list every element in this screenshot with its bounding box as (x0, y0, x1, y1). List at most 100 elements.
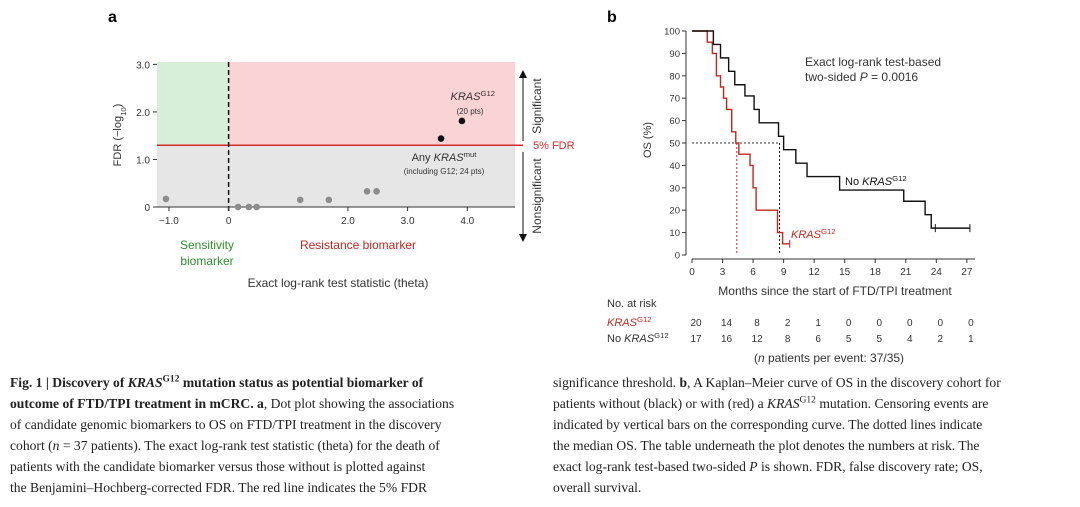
data-point (458, 117, 466, 125)
text-part: KRAS (607, 317, 638, 329)
caption-line: Fig. 1 | Discovery of KRASG12 mutation s… (10, 372, 454, 393)
at-risk-count: 8 (754, 318, 760, 329)
text-part: G12 (654, 331, 669, 340)
at-risk-count: 4 (907, 334, 913, 345)
text: Fig. 1 | Discovery of (10, 375, 128, 390)
y-axis-label: OS (%) (642, 122, 654, 158)
text: mutation. Censoring events are (815, 396, 989, 411)
y-axis-label: FDR (−log10) (112, 104, 128, 167)
caption-line: the Benjamini–Hochberg-corrected FDR. Th… (10, 477, 454, 498)
at-risk-count: 0 (846, 318, 852, 329)
text-part: 10 (119, 107, 128, 116)
sensitivity-region (157, 62, 229, 146)
at-risk-count: 20 (690, 318, 702, 329)
annotation: KRASG12 (451, 89, 496, 104)
risk-row-label: KRASG12 (607, 315, 652, 330)
y-tick-label: 50 (669, 139, 680, 150)
y-tick-label: 30 (669, 183, 680, 194)
at-risk-count: 16 (721, 334, 733, 345)
caption-line: of candidate genomic biomarkers to OS on… (10, 414, 454, 435)
text: significance threshold. (553, 375, 680, 390)
text: = 37 patients). The exact log-rank test … (59, 438, 440, 453)
text: n (52, 438, 60, 453)
text-part: KRAS (624, 333, 655, 345)
data-point (245, 203, 253, 211)
x-tick-label: 0 (226, 216, 232, 227)
text-part: KRAS (791, 229, 822, 241)
data-point (234, 203, 242, 211)
data-point (325, 196, 333, 204)
caption-line: outcome of FTD/TPI treatment in mCRC. a,… (10, 393, 454, 414)
text-part: G12 (480, 89, 495, 98)
text-part: two-sided (805, 70, 860, 84)
curve-label: No KRASG12 (845, 174, 907, 189)
annotation: Exact log-rank test-based (805, 55, 941, 69)
data-point (437, 135, 445, 142)
text-part: P (860, 70, 868, 84)
caption-line: patients with the candidate biomarker ve… (10, 456, 454, 477)
text-part: No (607, 333, 624, 345)
y-tick-label: 20 (669, 206, 680, 217)
y-tick-label: 60 (669, 116, 680, 127)
at-risk-count: 1 (968, 334, 974, 345)
text-part: KRAS (862, 176, 893, 188)
caption-line: overall survival. (553, 477, 1001, 498)
at-risk-count: 0 (938, 318, 944, 329)
figure: a b 5% FDR 0 1.0 2.0 3.0 −1.0 0 2.0 3.0 4.0 FDR (−… (108, 9, 975, 365)
text-part: n (758, 351, 765, 365)
x-tick-label: 21 (900, 267, 912, 278)
at-risk-count: 0 (968, 318, 974, 329)
text: is shown. FDR, false discovery rate; OS, (757, 459, 983, 474)
caption-line: significance threshold. b, A Kaplan–Meie… (553, 372, 1001, 393)
y-tick-label: 1.0 (136, 155, 150, 166)
at-risk-count: 5 (876, 334, 882, 345)
text: the Benjamini–Hochberg-corrected FDR. Th… (10, 480, 428, 495)
caption-line: exact log-rank test-based two-sided P is… (553, 456, 1001, 477)
x-tick-label: 27 (961, 267, 973, 278)
x-tick-label: 12 (809, 267, 821, 278)
text-part: KRAS (434, 152, 465, 164)
text-part: patients per event: 37/35) (765, 351, 904, 365)
x-tick-label: 18 (870, 267, 882, 278)
x-tick-label: 3.0 (401, 216, 415, 227)
region-label: biomarker (180, 254, 233, 268)
y-tick-label: 3.0 (136, 60, 150, 71)
text-part: ) (112, 104, 124, 108)
data-point (253, 203, 260, 211)
text-part: Any (412, 152, 434, 164)
text: P (749, 459, 758, 474)
text-part: G12 (892, 174, 907, 183)
caption-right: significance threshold. b, A Kaplan–Meie… (553, 372, 1001, 498)
text: G12 (799, 395, 816, 406)
caption-line: patients without (black) or with (red) a… (553, 393, 1001, 414)
text-part: No (845, 176, 862, 188)
at-risk-count: 17 (690, 334, 702, 345)
text-part: G12 (821, 227, 836, 236)
x-tick-label: −1.0 (159, 216, 179, 227)
data-point (373, 188, 380, 195)
caption-left: Fig. 1 | Discovery of KRASG12 mutation s… (10, 372, 454, 498)
y-tick-label: 2.0 (136, 108, 150, 119)
significance-label: Significant (530, 78, 544, 134)
panel-label: a (108, 9, 117, 26)
x-tick-label: 0 (689, 267, 695, 278)
data-point (162, 195, 170, 203)
y-tick-label: 90 (669, 49, 680, 60)
text: patients with the candidate biomarker ve… (10, 459, 426, 474)
text-part: FDR (−log (112, 116, 124, 166)
y-tick-label: 10 (669, 228, 680, 239)
text: overall survival. (553, 480, 642, 495)
at-risk-count: 2 (785, 318, 791, 329)
risk-row-label: No KRASG12 (607, 331, 669, 346)
text: KRAS (767, 396, 800, 411)
data-point (296, 196, 304, 204)
y-tick-label: 70 (669, 94, 680, 105)
y-tick-label: 40 (669, 161, 680, 172)
text: patients without (black) or with (red) a (553, 396, 768, 411)
arrow-head (519, 234, 527, 242)
risk-note: (n patients per event: 37/35) (754, 351, 904, 365)
text: of candidate genomic biomarkers to OS on… (10, 417, 442, 432)
significance-label: Nonsignificant (530, 158, 544, 234)
x-tick-label: 9 (781, 267, 787, 278)
